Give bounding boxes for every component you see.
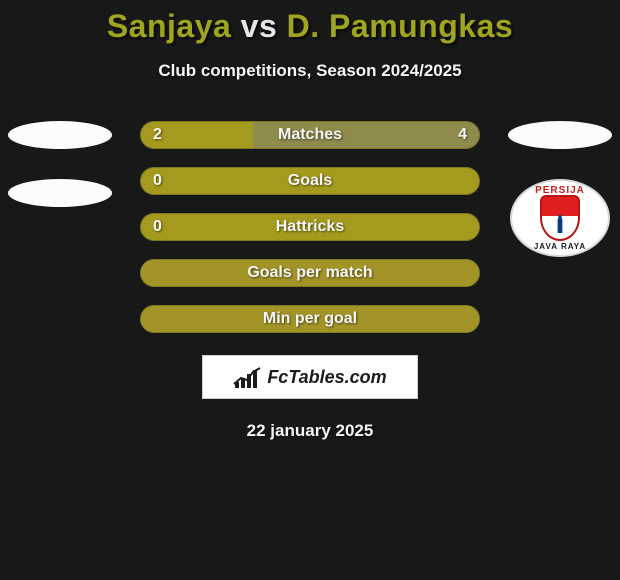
compare-area: PERSIJA JAVA RAYA Matches24Goals0Hattric… — [0, 121, 620, 333]
left-player-column — [0, 121, 120, 207]
club-badge-monument-icon — [554, 215, 566, 233]
club-badge-top-text: PERSIJA — [512, 185, 608, 196]
stat-bar-label: Goals — [141, 168, 479, 194]
stat-bar-left-value: 0 — [153, 214, 162, 240]
subtitle: Club competitions, Season 2024/2025 — [0, 61, 620, 81]
player-left-name: Sanjaya — [107, 8, 231, 44]
stat-bar-label: Hattricks — [141, 214, 479, 240]
left-club-badge-placeholder — [8, 179, 112, 207]
club-badge-bottom-text: JAVA RAYA — [512, 242, 608, 251]
brand-text: FcTables.com — [267, 367, 386, 388]
right-club-badge: PERSIJA JAVA RAYA — [510, 179, 610, 257]
stat-bar: Goals0 — [140, 167, 480, 195]
right-player-column: PERSIJA JAVA RAYA — [500, 121, 620, 257]
left-player-avatar-placeholder — [8, 121, 112, 149]
page-title: Sanjaya vs D. Pamungkas — [0, 0, 620, 45]
stat-bar-left-value: 0 — [153, 168, 162, 194]
stat-bar: Matches2 4 — [140, 121, 480, 149]
brand-box[interactable]: FcTables.com — [202, 355, 418, 399]
stat-bar-label: Min per goal — [141, 306, 479, 332]
stat-bars: Matches24Goals0Hattricks0Goals per match… — [140, 121, 480, 333]
stat-bar-right-value: 4 — [458, 122, 467, 148]
stat-bar: Goals per match — [140, 259, 480, 287]
player-right-name: D. Pamungkas — [287, 8, 514, 44]
club-badge-shield-icon — [540, 195, 580, 241]
stat-bar-label: Matches — [141, 122, 479, 148]
stat-bar: Min per goal — [140, 305, 480, 333]
snapshot-date: 22 january 2025 — [0, 421, 620, 441]
stat-bar-label: Goals per match — [141, 260, 479, 286]
vs-separator: vs — [241, 8, 278, 44]
stat-bar-left-value: 2 — [153, 122, 162, 148]
right-player-avatar-placeholder — [508, 121, 612, 149]
stat-bar: Hattricks0 — [140, 213, 480, 241]
brand-chart-icon — [233, 366, 261, 388]
